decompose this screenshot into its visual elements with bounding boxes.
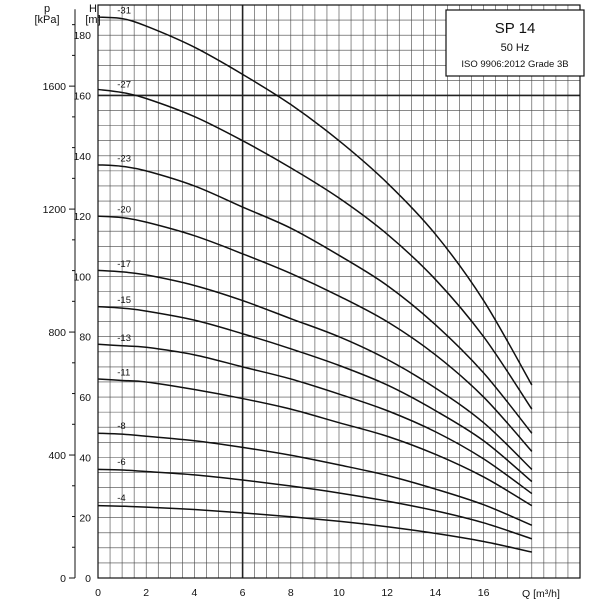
curve-label: -4 [117, 493, 125, 504]
minor-grid [97, 4, 581, 579]
flow-tick-label: 10 [333, 587, 345, 599]
pressure-tick-label: 1600 [43, 81, 67, 93]
head-tick-label: 0 [85, 573, 91, 585]
head-tick-label: 40 [79, 452, 91, 464]
head-tick-label: 80 [79, 332, 91, 344]
chart-title: SP 14 [495, 20, 536, 37]
pressure-tick-label: 0 [60, 573, 66, 585]
head-axis-unit: [m] [85, 14, 100, 26]
head-tick-label: 20 [79, 513, 91, 525]
pressure-axis-symbol: p [44, 3, 50, 15]
head-tick-label: 120 [73, 211, 91, 223]
head-tick-label: 160 [73, 90, 91, 102]
pump-curve-minus-15 [97, 305, 533, 483]
flow-axis-label: Q [m³/h] [522, 588, 560, 600]
curve-label: -6 [117, 457, 125, 468]
flow-tick-label: 14 [430, 587, 442, 599]
series-layer: -31 -27 -23 -20 -17 -15 -13 -11 -8 -6 -4 [97, 6, 533, 553]
curve-label: -31 [117, 6, 131, 17]
pump-curve-minus-4 [97, 504, 532, 553]
flow-tick-label: 12 [381, 587, 393, 599]
curve-label: -13 [117, 333, 131, 344]
pressure-tick-label: 400 [48, 450, 66, 462]
pressure-tick-label: 1200 [43, 204, 67, 216]
pressure-tick-label: 800 [48, 327, 66, 339]
pressure-axis-unit: [kPa] [34, 14, 59, 26]
chart-frequency: 50 Hz [501, 42, 530, 54]
pump-curve-minus-6 [97, 468, 533, 540]
flow-tick-label: 4 [191, 587, 197, 599]
axis-titles: p [kPa] H [m] Q [m³/h] [34, 3, 560, 600]
pump-curve-minus-27 [97, 88, 533, 410]
pump-curve-minus-13 [97, 343, 533, 495]
axis-ticks [69, 9, 76, 579]
head-axis-symbol: H [89, 3, 97, 15]
flow-tick-label: 2 [143, 587, 149, 599]
title-box: SP 14 50 Hz ISO 9906:2012 Grade 3B [445, 9, 585, 77]
flow-tick-label: 6 [240, 587, 246, 599]
curve-label: -15 [117, 295, 131, 306]
head-tick-label: 180 [73, 30, 91, 42]
pressure-tick-labels: 0 400 800 1200 1600 [43, 81, 67, 585]
chart-standard: ISO 9906:2012 Grade 3B [461, 59, 568, 70]
flow-tick-label: 16 [478, 587, 490, 599]
head-tick-label: 140 [73, 151, 91, 163]
pump-curve-minus-31 [97, 16, 533, 386]
pump-curve-minus-20 [97, 215, 533, 452]
curve-label: -27 [117, 79, 131, 90]
title-box-frame [445, 9, 585, 77]
head-tick-label: 100 [73, 271, 91, 283]
pump-curve-minus-8 [97, 432, 533, 526]
major-grid [98, 5, 580, 578]
pump-curve-minus-17 [97, 269, 533, 470]
curve-label: -8 [117, 421, 125, 432]
pump-curve-minus-23 [97, 164, 533, 434]
flow-tick-labels: 0 2 4 6 8 10 12 14 16 [95, 587, 490, 599]
curve-label: -23 [117, 153, 131, 164]
curve-label: -11 [117, 367, 130, 378]
head-tick-label: 60 [79, 392, 91, 404]
flow-tick-label: 8 [288, 587, 294, 599]
curve-label: -17 [117, 259, 131, 270]
head-tick-labels: 0 20 40 60 80 100 120 140 160 180 [73, 30, 91, 585]
curve-label: -20 [117, 205, 131, 216]
flow-tick-label: 0 [95, 587, 101, 599]
plot-frame [97, 4, 581, 579]
pump-curve-minus-11 [97, 378, 533, 507]
